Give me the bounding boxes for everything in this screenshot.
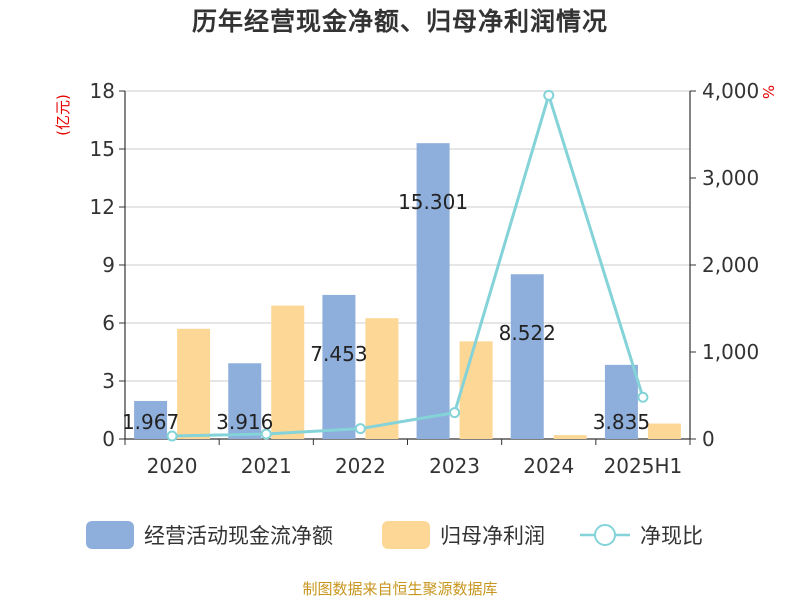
- source-note: 制图数据来自恒生聚源数据库: [302, 580, 497, 598]
- bar-operating-cash-flow: [134, 400, 168, 439]
- x-axis-tick-label: 2024: [523, 454, 574, 478]
- legend-swatch-operating-cash-flow: [86, 521, 134, 549]
- x-axis-tick-label: 2020: [147, 454, 198, 478]
- left-axis-tick-label: 0: [102, 427, 115, 451]
- bar-net-profit: [647, 423, 681, 439]
- data-label-operating-cash-flow: 7.453: [310, 342, 367, 366]
- left-axis-tick-label: 18: [90, 79, 115, 103]
- bar-net-profit: [459, 341, 493, 439]
- line-point-net-cash-ratio: [354, 423, 366, 435]
- legend-label-net-cash-ratio: 净现比: [640, 524, 703, 548]
- x-axis-tick-label: 2021: [241, 454, 292, 478]
- right-axis-tick-label: 1,000: [702, 340, 759, 364]
- left-axis-tick-label: 12: [90, 195, 115, 219]
- bar-net-profit: [177, 328, 211, 439]
- line-point-net-cash-ratio: [260, 428, 272, 440]
- bar-net-profit: [365, 318, 399, 439]
- bar-operating-cash-flow: [416, 143, 450, 439]
- right-axis-tick-label: 0: [702, 427, 715, 451]
- legend-swatch-net-profit: [382, 521, 430, 549]
- line-point-net-cash-ratio: [166, 430, 178, 442]
- bar-net-profit: [553, 435, 587, 439]
- x-axis-tick-label: 2025H1: [604, 454, 683, 478]
- data-label-operating-cash-flow: 8.522: [499, 321, 556, 345]
- line-point-net-cash-ratio: [543, 89, 555, 101]
- line-point-net-cash-ratio: [449, 407, 461, 419]
- x-axis-tick-label: 2022: [335, 454, 386, 478]
- x-axis-tick-label: 2023: [429, 454, 480, 478]
- legend-label-operating-cash-flow: 经营活动现金流净额: [144, 524, 333, 548]
- data-label-operating-cash-flow: 3.916: [216, 410, 273, 434]
- data-label-operating-cash-flow: 1.967: [122, 410, 179, 434]
- legend-swatch-marker-net-cash-ratio: [594, 524, 616, 546]
- data-label-operating-cash-flow: 3.835: [593, 410, 650, 434]
- line-net-cash-ratio: [172, 90, 645, 438]
- legend-label-net-profit: 归母净利润: [440, 524, 545, 548]
- bar-net-profit: [271, 305, 305, 439]
- bar-operating-cash-flow: [228, 363, 262, 439]
- right-axis-tick-label: 3,000: [702, 166, 759, 190]
- left-axis-tick-label: 3: [102, 369, 115, 393]
- left-axis-tick-label: 9: [102, 253, 115, 277]
- right-axis-tick-label: 2,000: [702, 253, 759, 277]
- bar-operating-cash-flow: [510, 274, 544, 439]
- line-point-net-cash-ratio: [637, 391, 649, 403]
- right-axis-tick-label: 4,000: [702, 79, 759, 103]
- data-label-operating-cash-flow: 15.301: [398, 190, 468, 214]
- chart-title: 历年经营现金净额、归母净利润情况: [191, 7, 608, 36]
- left-axis-tick-label: 6: [102, 311, 115, 335]
- bar-operating-cash-flow: [322, 294, 356, 439]
- left-axis-unit: (亿元): [54, 94, 72, 136]
- left-axis-tick-label: 15: [90, 137, 115, 161]
- right-axis-unit: %: [759, 85, 777, 99]
- bar-operating-cash-flow: [604, 364, 638, 439]
